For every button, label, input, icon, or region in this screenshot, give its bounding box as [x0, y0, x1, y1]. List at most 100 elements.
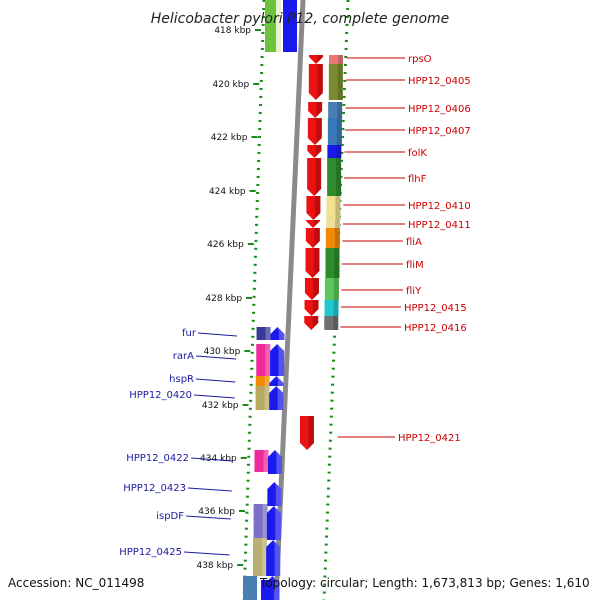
- forward-gene-arrow: [304, 300, 319, 316]
- arrow-shade: [314, 158, 322, 196]
- forward-gene-arrow: [307, 158, 322, 196]
- gene-block: [326, 220, 340, 228]
- gene-block-shade: [334, 248, 340, 278]
- arrow-shade: [277, 327, 285, 340]
- tick-label: 420 kbp: [213, 80, 250, 90]
- gene-block-shade: [337, 64, 343, 100]
- arrow-shade: [277, 344, 285, 376]
- gene-block: [253, 504, 268, 538]
- gene-leader-line: [185, 515, 231, 520]
- gene-leader-line: [187, 487, 232, 492]
- gene-label: HPP12_0407: [408, 126, 471, 137]
- forward-gene-arrow: [308, 102, 323, 118]
- gene-block-shade: [263, 450, 269, 472]
- gene-block: [255, 386, 270, 410]
- gene-leader-line: [197, 332, 237, 337]
- gene-block-shade: [336, 118, 342, 145]
- accession-text: Accession: NC_011498: [8, 576, 144, 590]
- gene-label: folK: [408, 148, 427, 159]
- arrow-shade: [313, 220, 320, 228]
- arrow-shade: [315, 64, 323, 100]
- tick-label: 422 kbp: [211, 133, 248, 143]
- gene-label: HPP12_0415: [404, 303, 467, 314]
- gene-label: HPP12_0425: [119, 547, 182, 558]
- gene-block-shade: [335, 196, 341, 220]
- arrow-shade: [316, 55, 323, 64]
- gene-block: [256, 327, 271, 340]
- gene-block-shade: [333, 316, 339, 330]
- gene-label: fliM: [406, 260, 424, 271]
- gene-label: ispDF: [156, 511, 184, 522]
- forward-gene-arrow: [307, 118, 322, 145]
- tick-label: 424 kbp: [209, 187, 246, 197]
- tick-label: 428 kbp: [205, 294, 242, 304]
- forward-gene-arrow: [305, 228, 320, 248]
- gene-block: [254, 450, 269, 472]
- gene-block: [327, 118, 342, 145]
- gene-block-shade: [262, 504, 268, 538]
- gene-block-shade: [264, 386, 270, 410]
- reverse-gene-arrow: [270, 344, 285, 376]
- gene-block: [324, 278, 339, 300]
- gene-block-shade: [336, 145, 342, 158]
- gene-block-shade: [264, 376, 270, 386]
- gene-label: HPP12_0406: [408, 104, 471, 115]
- gene-block: [324, 316, 339, 330]
- gene-label: HPP12_0421: [398, 433, 461, 444]
- gene-label: HPP12_0420: [129, 390, 192, 401]
- gene-block-shade: [262, 538, 268, 576]
- arrow-shade: [311, 278, 319, 300]
- reverse-gene-arrow: [269, 376, 284, 386]
- reverse-gene-arrow: [269, 386, 284, 410]
- reverse-gene-arrow: [265, 576, 280, 600]
- gene-block: [327, 158, 342, 196]
- gene-label: HPP12_0411: [408, 220, 471, 231]
- gene-block-top-white: [276, 0, 281, 52]
- gene-label: HPP12_0410: [408, 201, 471, 212]
- reverse-gene-arrow: [267, 482, 282, 506]
- gene-label: flhF: [408, 174, 427, 185]
- arrow-shade: [275, 450, 282, 474]
- gene-block: [327, 145, 342, 158]
- forward-gene-arrow: [306, 220, 320, 228]
- tick-label: 438 kbp: [196, 561, 233, 571]
- gene-block-shade: [334, 228, 340, 248]
- forward-gene-arrow: [304, 316, 319, 330]
- gene-block: [325, 228, 340, 248]
- gene-leader-line: [195, 355, 237, 360]
- gene-label: fur: [182, 328, 197, 339]
- gene-leader-line: [195, 378, 236, 383]
- gene-block-shade: [333, 278, 339, 300]
- gene-block: [325, 248, 340, 278]
- gene-block-shade: [337, 102, 343, 118]
- tick-label: 434 kbp: [200, 454, 237, 464]
- tick-label: 418 kbp: [214, 26, 251, 36]
- arrow-shade: [274, 482, 282, 506]
- tick-label: 426 kbp: [207, 240, 244, 250]
- arrow-shade: [313, 196, 321, 220]
- arrow-shade: [315, 102, 323, 118]
- tick-label: 436 kbp: [198, 507, 235, 517]
- gene-block-shade: [335, 220, 340, 228]
- gene-label: rarA: [173, 351, 194, 362]
- gene-block: [326, 196, 341, 220]
- arrow-shade: [311, 300, 319, 316]
- gene-block-bottom-blue: [243, 576, 257, 600]
- gene-block-shade: [336, 158, 342, 196]
- tick-label: 432 kbp: [202, 401, 239, 411]
- reverse-gene-arrow: [266, 540, 281, 576]
- gene-block: [329, 55, 343, 64]
- arrow-shade: [276, 386, 284, 410]
- arrow-shade: [272, 576, 280, 600]
- gene-block-shade: [265, 344, 271, 376]
- gene-label: HPP12_0405: [408, 76, 471, 87]
- reverse-gene-arrow: [270, 327, 285, 340]
- forward-gene-arrow: [305, 248, 320, 278]
- gene-leader-line: [183, 551, 230, 556]
- arrow-shade: [312, 228, 320, 248]
- gene-block: [324, 300, 339, 316]
- forward-gene-arrow: [304, 278, 319, 300]
- arrow-shade: [312, 248, 320, 278]
- forward-gene-arrow: [308, 64, 323, 100]
